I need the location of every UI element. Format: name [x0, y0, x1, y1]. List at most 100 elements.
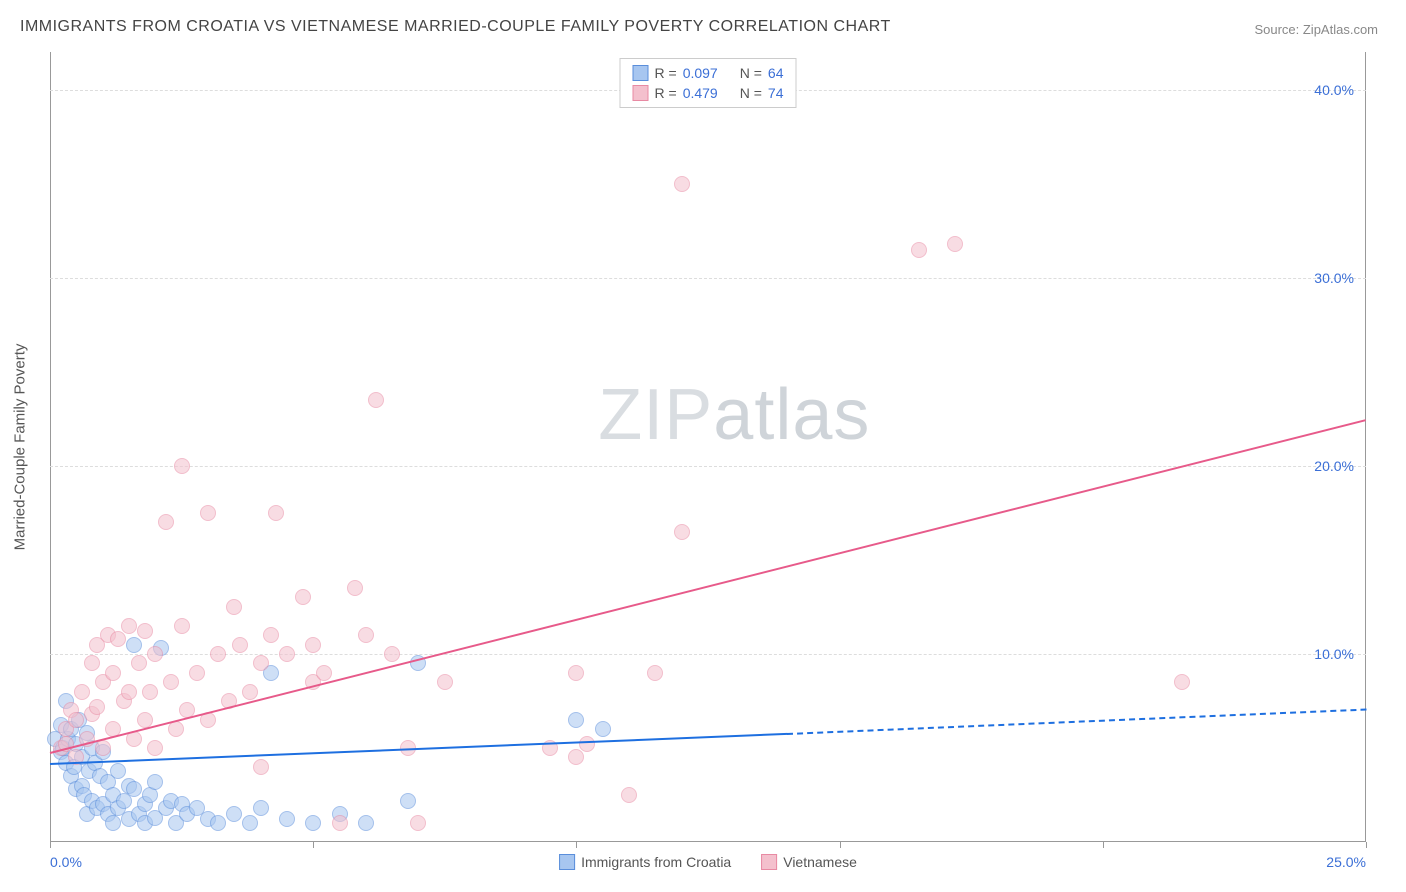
data-point	[242, 815, 258, 831]
data-point	[200, 505, 216, 521]
x-tick	[576, 842, 577, 848]
data-point	[84, 655, 100, 671]
y-axis-label: Married-Couple Family Poverty	[12, 344, 29, 551]
y-tick-label: 20.0%	[1314, 458, 1354, 474]
x-tick-label: 0.0%	[50, 854, 82, 870]
x-tick	[313, 842, 314, 848]
data-point	[911, 242, 927, 258]
data-point	[210, 815, 226, 831]
y-tick-label: 40.0%	[1314, 82, 1354, 98]
data-point	[253, 800, 269, 816]
data-point	[279, 811, 295, 827]
data-point	[437, 674, 453, 690]
data-point	[305, 637, 321, 653]
data-point	[105, 665, 121, 681]
data-point	[68, 712, 84, 728]
n-label: N =	[740, 65, 762, 81]
legend-label: Immigrants from Croatia	[581, 854, 731, 870]
r-value: 0.097	[683, 65, 718, 81]
x-tick-label: 25.0%	[1326, 854, 1366, 870]
data-point	[295, 589, 311, 605]
gridline	[50, 466, 1366, 467]
data-point	[568, 712, 584, 728]
legend-item: Immigrants from Croatia	[559, 854, 731, 870]
x-tick	[1366, 842, 1367, 848]
data-point	[358, 627, 374, 643]
data-point	[105, 815, 121, 831]
y-tick-label: 30.0%	[1314, 270, 1354, 286]
data-point	[253, 655, 269, 671]
data-point	[174, 458, 190, 474]
data-point	[137, 712, 153, 728]
x-tick	[50, 842, 51, 848]
data-point	[232, 637, 248, 653]
r-label: R =	[655, 85, 677, 101]
data-point	[142, 684, 158, 700]
data-point	[137, 623, 153, 639]
data-point	[410, 815, 426, 831]
data-point	[947, 236, 963, 252]
data-point	[674, 524, 690, 540]
data-point	[74, 684, 90, 700]
data-point	[579, 736, 595, 752]
x-tick	[840, 842, 841, 848]
data-point	[253, 759, 269, 775]
data-point	[158, 514, 174, 530]
data-point	[384, 646, 400, 662]
r-label: R =	[655, 65, 677, 81]
data-point	[621, 787, 637, 803]
n-value: 74	[768, 85, 784, 101]
x-tick	[1103, 842, 1104, 848]
data-point	[368, 392, 384, 408]
source-label: Source: ZipAtlas.com	[1254, 22, 1378, 37]
data-point	[147, 774, 163, 790]
n-label: N =	[740, 85, 762, 101]
chart-title: IMMIGRANTS FROM CROATIA VS VIETNAMESE MA…	[20, 18, 891, 36]
legend-stat-row: R = 0.097 N = 64	[633, 63, 784, 83]
chart-area: Married-Couple Family Poverty ZIPatlas R…	[50, 52, 1366, 842]
data-point	[279, 646, 295, 662]
data-point	[400, 793, 416, 809]
legend-swatch	[761, 854, 777, 870]
data-point	[126, 637, 142, 653]
data-point	[147, 646, 163, 662]
data-point	[305, 815, 321, 831]
r-value: 0.479	[683, 85, 718, 101]
data-point	[121, 684, 137, 700]
gridline	[50, 654, 1366, 655]
data-point	[210, 646, 226, 662]
data-point	[121, 618, 137, 634]
data-point	[226, 599, 242, 615]
data-point	[263, 627, 279, 643]
data-point	[316, 665, 332, 681]
data-point	[347, 580, 363, 596]
legend-stats: R = 0.097 N = 64 R = 0.479 N = 74	[620, 58, 797, 108]
data-point	[332, 815, 348, 831]
data-point	[89, 699, 105, 715]
data-point	[174, 618, 190, 634]
data-point	[131, 655, 147, 671]
data-point	[358, 815, 374, 831]
trend-line-extrapolated	[787, 708, 1366, 734]
legend-swatch	[633, 65, 649, 81]
data-point	[95, 740, 111, 756]
data-point	[268, 505, 284, 521]
legend-series: Immigrants from Croatia Vietnamese	[559, 854, 857, 870]
plot-region	[50, 52, 1366, 842]
data-point	[147, 740, 163, 756]
n-value: 64	[768, 65, 784, 81]
data-point	[1174, 674, 1190, 690]
legend-swatch	[559, 854, 575, 870]
data-point	[126, 781, 142, 797]
data-point	[568, 665, 584, 681]
trend-line	[50, 419, 1366, 754]
data-point	[674, 176, 690, 192]
legend-stat-row: R = 0.479 N = 74	[633, 83, 784, 103]
y-tick-label: 10.0%	[1314, 646, 1354, 662]
legend-item: Vietnamese	[761, 854, 857, 870]
data-point	[189, 665, 205, 681]
data-point	[242, 684, 258, 700]
data-point	[168, 721, 184, 737]
legend-swatch	[633, 85, 649, 101]
legend-label: Vietnamese	[783, 854, 857, 870]
